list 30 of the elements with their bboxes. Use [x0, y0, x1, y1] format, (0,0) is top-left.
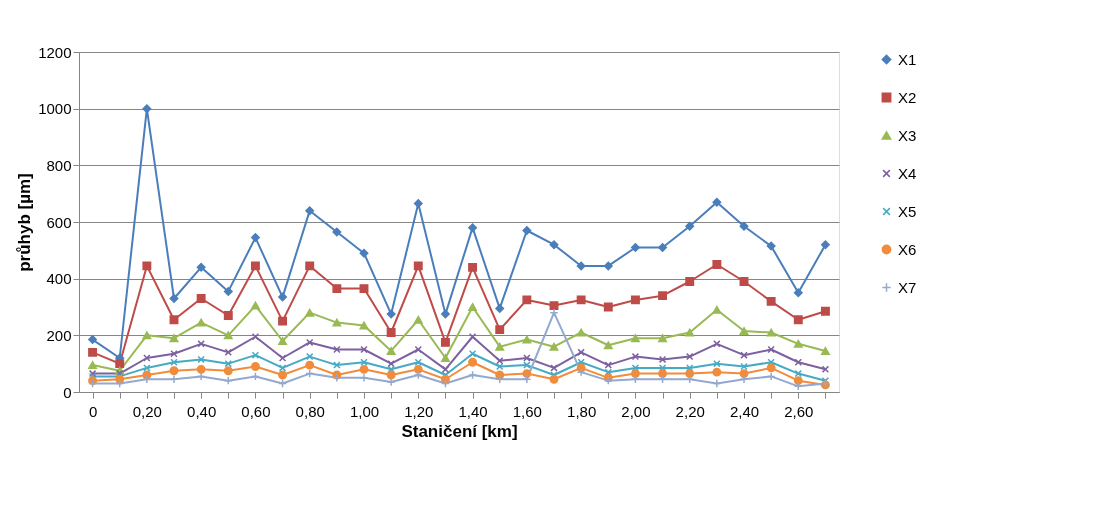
- legend-label: X5: [898, 202, 917, 220]
- y-tick-label: 600: [46, 213, 72, 231]
- x-tick-label: 2,00: [621, 402, 651, 420]
- legend-label: X6: [898, 240, 917, 258]
- x-tick-label: 2,40: [729, 402, 760, 420]
- y-tick-label: 1200: [38, 43, 72, 61]
- x-tick-label: 0: [88, 402, 98, 420]
- x-tick-label: 0,20: [132, 402, 162, 420]
- x-tick-label: 0,40: [187, 402, 217, 420]
- legend-label: X7: [898, 278, 917, 296]
- x-tick-label: 2,60: [784, 402, 814, 420]
- legend-label: X1: [898, 50, 917, 68]
- x-tick-label: 1,80: [567, 402, 597, 420]
- x-tick-label: 1,20: [404, 402, 434, 420]
- x-tick-label: 2,20: [675, 402, 705, 420]
- y-axis-title: průhyb [µm]: [15, 173, 35, 272]
- x-tick-label: 1,00: [349, 402, 380, 420]
- x-tick-label: 0,60: [241, 402, 271, 420]
- y-tick-label: 200: [46, 326, 72, 344]
- legend-label: X3: [898, 126, 917, 144]
- x-tick-label: 0,80: [295, 402, 325, 420]
- x-axis-title: Staničení [km]: [401, 421, 518, 441]
- legend-label: X2: [898, 88, 917, 106]
- y-tick-label: 400: [46, 270, 72, 288]
- x-tick-label: 1,40: [458, 402, 488, 420]
- y-tick-label: 0: [63, 383, 72, 401]
- y-tick-label: 1000: [38, 100, 72, 118]
- y-tick-label: 800: [46, 156, 72, 174]
- x-tick-label: 1,60: [512, 402, 542, 420]
- legend-label: X4: [898, 164, 917, 182]
